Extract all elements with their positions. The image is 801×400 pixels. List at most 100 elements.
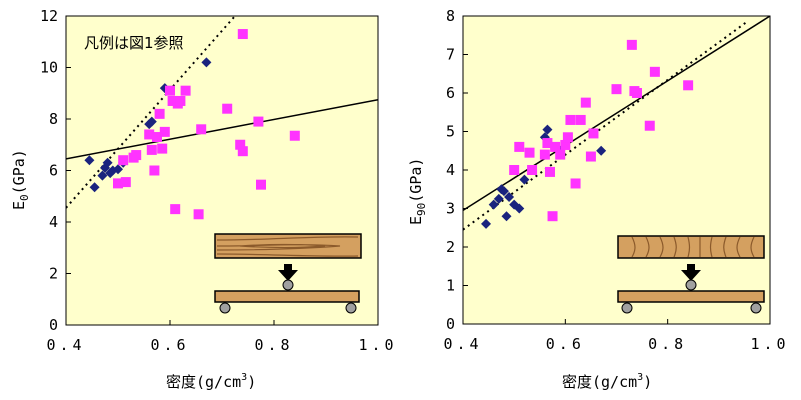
y-tick-label: 8: [446, 7, 455, 25]
annotation-text: 凡例は図1参照: [84, 34, 184, 52]
data-point-square: [527, 165, 538, 175]
data-point-square: [170, 204, 181, 215]
data-point-square: [237, 29, 248, 40]
test-beam-illustration: [214, 290, 360, 314]
x-axis-label-sup: 3: [637, 372, 643, 383]
plot-area-e90: [462, 15, 771, 325]
x-axis-label-rest: ): [247, 373, 256, 391]
data-point-square: [626, 39, 637, 50]
data-point-square: [631, 88, 642, 98]
data-point-square: [159, 126, 170, 137]
data-point-square: [152, 132, 162, 143]
x-tick-label: 1.0: [358, 336, 397, 354]
data-point-diamond: [481, 218, 492, 229]
data-point-square: [196, 124, 207, 135]
y-tick-label: 0: [446, 315, 455, 333]
data-point-square: [146, 144, 157, 155]
data-point-square: [235, 139, 246, 150]
y-tick-label: 3: [446, 200, 455, 218]
y-tick-label: 6: [446, 84, 455, 102]
data-point-square: [180, 85, 191, 96]
data-point-square: [611, 84, 622, 95]
x-axis-label-sup: 3: [241, 372, 247, 383]
data-point-diamond: [84, 155, 95, 166]
data-point-square: [193, 209, 204, 220]
data-point-diamond: [102, 157, 113, 168]
data-point-square: [253, 116, 264, 127]
x-axis-label-e0: 密度(g/cm3): [166, 372, 256, 391]
data-point-square: [157, 143, 168, 154]
y-axis-label-main: E: [10, 201, 28, 210]
data-point-square: [585, 151, 596, 162]
data-point-square: [542, 138, 553, 149]
y-tick-label: 4: [446, 161, 455, 179]
data-point-diamond: [488, 199, 499, 210]
y-axis-label-sub: 90: [415, 203, 428, 216]
data-point-square: [165, 85, 175, 96]
x-axis-label-e90: 密度(g/cm3): [562, 372, 652, 391]
data-point-diamond: [514, 203, 525, 214]
y-axis-label-e90: E90(GPa): [407, 158, 428, 225]
load-arrow: [278, 264, 298, 291]
y-tick-label: 5: [446, 123, 455, 141]
x-tick-label: 0.4: [443, 335, 482, 353]
data-point-diamond: [201, 57, 212, 68]
trend-line-dotted: [463, 20, 748, 231]
data-point-square: [649, 66, 660, 77]
board-grain-parallel-illustration: [214, 233, 362, 259]
data-point-square: [544, 166, 555, 177]
data-point-square: [539, 149, 550, 160]
data-point-square: [565, 114, 576, 125]
data-point-square: [547, 211, 558, 222]
x-tick-label: 0.4: [46, 336, 85, 354]
trend-line-solid: [463, 16, 770, 212]
data-point-diamond: [493, 193, 504, 204]
data-point-square: [588, 128, 599, 139]
x-axis-label-main: 密度(g/cm: [562, 373, 637, 391]
data-point-square: [154, 108, 165, 119]
y-axis-label-e0: E0(GPa): [10, 149, 31, 210]
data-point-diamond: [504, 191, 515, 202]
y-tick-label: 12: [40, 7, 58, 25]
data-point-diamond: [501, 211, 512, 222]
data-point-square: [167, 95, 178, 106]
data-point-diamond: [113, 164, 123, 175]
data-point-square: [175, 95, 186, 106]
data-point-square: [256, 179, 266, 190]
test-beam-illustration: [617, 290, 765, 314]
x-tick-label: 1.0: [750, 335, 789, 353]
data-point-square: [562, 132, 573, 143]
y-axis-label-sub: 0: [18, 194, 31, 201]
y-tick-label: 7: [446, 46, 455, 64]
data-point-diamond: [146, 116, 157, 127]
data-point-square: [289, 130, 300, 141]
data-point-square: [514, 141, 525, 152]
data-point-square: [683, 80, 694, 91]
data-point-diamond: [89, 182, 100, 193]
y-tick-label: 2: [446, 238, 455, 256]
data-point-diamond: [542, 124, 553, 135]
y-tick-label: 10: [40, 59, 58, 77]
data-point-square: [509, 165, 520, 175]
trend-line-dotted: [66, 16, 236, 209]
data-point-square: [580, 97, 591, 108]
data-point-diamond: [596, 145, 607, 156]
data-point-square: [120, 177, 131, 188]
data-point-square: [524, 147, 535, 158]
data-point-square: [131, 150, 142, 161]
x-tick-label: 0.6: [150, 336, 189, 354]
y-tick-label: 4: [49, 213, 58, 231]
x-axis-label-main: 密度(g/cm: [166, 373, 241, 391]
x-axis-label-rest: ): [643, 373, 652, 391]
board-grain-perpendicular-illustration: [617, 235, 765, 259]
y-tick-label: 1: [446, 277, 455, 295]
y-axis-label-rest: (GPa): [407, 158, 425, 203]
data-point-square: [644, 120, 655, 131]
data-point-diamond: [519, 174, 530, 185]
y-tick-label: 0: [49, 316, 58, 334]
data-point-square: [237, 146, 248, 157]
data-point-square: [149, 165, 160, 176]
data-point-diamond: [498, 186, 509, 197]
